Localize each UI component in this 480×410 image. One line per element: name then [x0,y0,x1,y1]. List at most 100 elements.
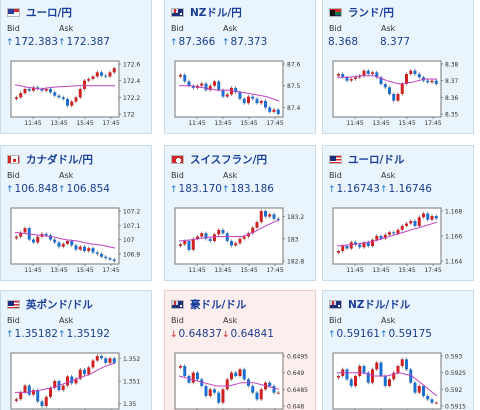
candle-body [426,213,430,220]
candle-body [32,390,35,395]
up-arrow-icon: ↑ [222,38,230,48]
bid-label: Bid [7,24,20,33]
candle-body [95,356,99,361]
candle-body [83,369,86,375]
candle-body [337,74,340,76]
rate-card-nzdjpy[interactable]: NZドル/円 Bid Ask ↑87.366 ↑87.373 87.6 87.5 87.4 11… [164,0,316,134]
candle-body [191,372,195,383]
chart-area[interactable]: 87.6 87.5 87.4 11:45 13:45 15:45 17:45 [171,55,309,129]
chart-area[interactable]: 0.64950.6490.64850.64811:4513:4515:4517:… [171,347,309,410]
candle-body [204,83,208,91]
candle-body [108,258,112,260]
x-tick-label: 11:45 [346,267,363,274]
candle-body [272,214,276,219]
candle-body [23,385,27,393]
candle-body [53,381,57,388]
candle-body [405,223,408,226]
candle-body [95,252,99,254]
ask-label: Ask [223,24,238,33]
y-tick-label: 172.6 [123,62,140,69]
candle-body [434,402,438,404]
candle-body [204,233,208,239]
flag-au-icon [171,299,184,309]
ask-label: Ask [381,24,396,33]
candle-body [23,228,27,233]
y-tick-label: 107 [123,237,135,244]
rate-card-eurusd[interactable]: ユーロ/ドル Bid Ask ↑1.16743 ↑1.16746 1.168 1.166 1.… [322,145,474,281]
pair-title[interactable]: カナダドル/円 [26,153,93,166]
moving-average-line [15,362,116,393]
rate-card-usdjpy[interactable]: ユーロ/円 Bid Ask ↑172.383 ↑172.387 172.6 172.4 172… [0,0,152,134]
pair-title[interactable]: ユーロ/円 [26,6,72,19]
pair-title[interactable]: 豪ドル/ドル [190,298,247,311]
rate-card-cadjpy[interactable]: カナダドル/円 Bid Ask ↑106.848 ↑106.854 107.2 107.1 1… [0,145,152,281]
bid-label: Bid [329,171,342,180]
chart-frame [174,60,284,118]
candle-body [383,84,387,88]
candle-body [208,85,212,91]
candle-body [247,233,250,237]
candle-body [187,241,191,250]
candle-body [112,259,116,261]
up-arrow-icon: ↑ [222,185,230,195]
candle-body [362,70,366,76]
pair-title[interactable]: NZドル/円 [190,6,242,19]
up-arrow-icon: ↑ [58,38,66,48]
rate-card-nzdusd[interactable]: NZドル/ドル Bid Ask ↑0.59161 ↑0.59175 0.593 0.5925… [322,290,474,410]
ask-value: ↑106.854 [58,183,110,195]
chart-area[interactable]: 183.2 183 182.8 11:45 13:45 15:45 17:45 [171,202,309,276]
chart-area[interactable]: 0.5930.59250.5920.591511:4513:4515:4517:… [329,347,467,410]
candle-body [230,87,233,95]
candle-body [358,366,362,376]
candle-body [366,70,370,74]
up-arrow-icon: ↑ [328,185,336,195]
candle-body [49,387,52,397]
candle-body [230,372,233,380]
chart-frame [174,207,284,265]
y-tick-label: 0.5925 [445,370,466,377]
candle-body [345,77,349,81]
candle-body [247,96,250,104]
y-tick-label: 182.8 [287,259,304,266]
candle-body [32,239,35,243]
candle-body [196,372,199,380]
pair-title[interactable]: ユーロ/ドル [348,153,405,166]
candle-body [383,234,387,239]
candle-body [422,213,425,218]
rate-card-gbpusd[interactable]: 英ポンド/ドル Bid Ask ↑1.35182 ↑1.35192 1.352 1.351 1… [0,290,152,410]
candle-body [57,95,61,98]
price-chart: 8.38 8.37 8.36 8.35 11:45 13:45 15:45 17:45 [332,60,459,127]
chart-area[interactable]: 1.168 1.166 1.164 11:45 13:45 15:45 17:45 [329,202,467,276]
pair-title[interactable]: ランド/円 [348,6,394,19]
candle-body [434,80,438,84]
ask-value: ↑1.16746 [380,183,432,195]
candle-body [53,239,57,243]
chart-area[interactable]: 107.2 107.1 107 106.9 11:45 13:45 15:45 17:45 [7,202,145,276]
candle-body [187,81,191,86]
up-arrow-icon: ↑ [380,330,388,340]
rate-card-chfjpy[interactable]: スイスフラン/円 Bid Ask ↑183.170 ↑183.186 183.2 183 18… [164,145,316,281]
price-chart: 1.168 1.166 1.164 11:45 13:45 15:45 17:45 [332,207,462,274]
chart-area[interactable]: 8.38 8.37 8.36 8.35 11:45 13:45 15:45 17:45 [329,55,467,129]
flag-ch-icon [171,154,184,164]
candle-body [358,244,362,248]
candle-body [242,369,246,380]
rate-card-audusd[interactable]: 豪ドル/ドル Bid Ask ↓0.64837 ↓0.64841 0.6495 0.649 0… [164,290,316,410]
x-tick-label: 11:45 [188,267,205,274]
candle-body [27,385,31,395]
pair-title[interactable]: 英ポンド/ドル [26,298,93,311]
ask-label: Ask [223,171,238,180]
bid-value: 8.368 [328,36,359,48]
chart-area[interactable]: 172.6 172.4 172.2 172 11:45 13:45 15:45 17:45 [7,55,145,129]
candle-body [362,366,366,373]
y-tick-label: 0.5915 [445,404,466,410]
pair-title[interactable]: NZドル/ドル [348,298,411,311]
candle-body [66,241,69,244]
candle-body [426,80,430,83]
candle-body [388,87,391,94]
candle-body [61,97,65,99]
candle-body [366,242,370,246]
rate-card-zarjpy[interactable]: ランド/円 Bid Ask 8.368 8.377 8.38 8.37 8.36 8.35 11:… [322,0,474,134]
pair-title[interactable]: スイスフラン/円 [190,153,268,166]
